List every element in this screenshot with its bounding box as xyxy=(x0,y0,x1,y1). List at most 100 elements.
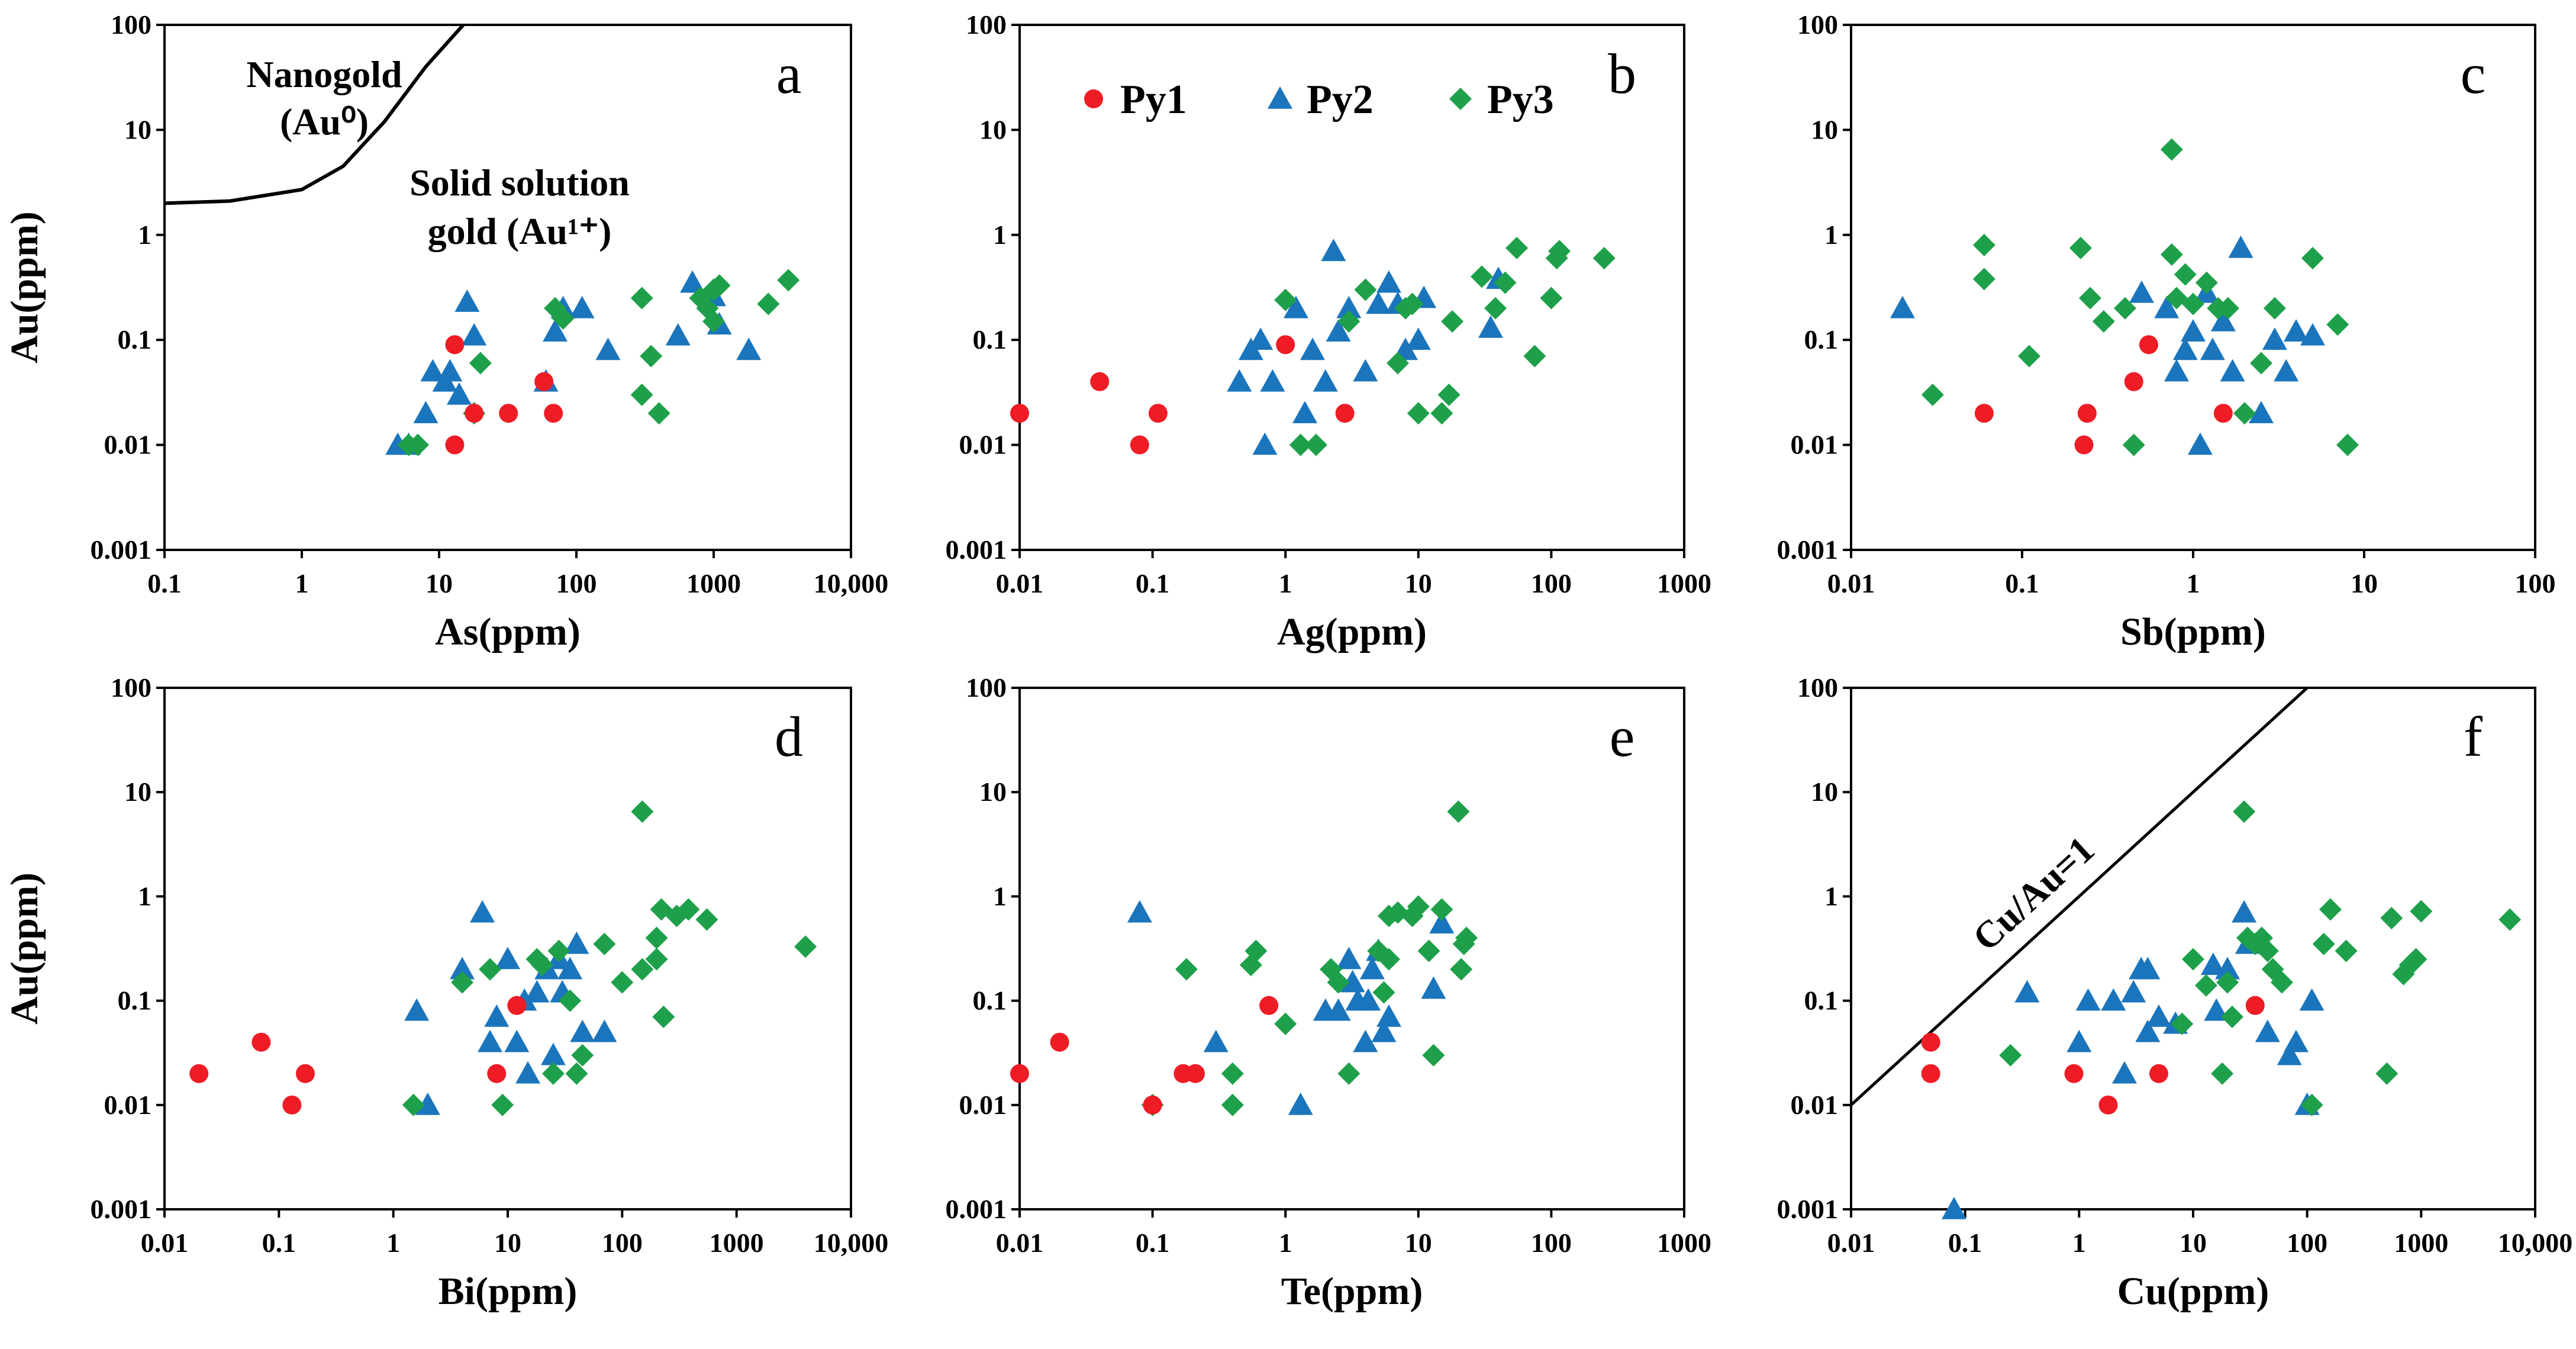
marker-triangle xyxy=(1429,911,1455,933)
marker-diamond xyxy=(2375,1062,2398,1085)
marker-diamond xyxy=(1407,402,1430,425)
panel-e: 0.001 0.01 0.1 1 10 100 0.01 0.1 1 10 100 1000 Te(pp… xyxy=(946,672,1712,1313)
x-tick-label: 0.01 xyxy=(996,568,1044,598)
y-tick-label: 0.01 xyxy=(959,1090,1007,1120)
marker-triangle xyxy=(1203,1029,1229,1052)
marker-circle xyxy=(487,1064,507,1083)
y-tick-label: 0.001 xyxy=(1777,535,1839,565)
marker-diamond xyxy=(2182,948,2204,971)
marker-triangle xyxy=(2214,957,2240,980)
marker-triangle xyxy=(543,319,568,342)
x-tick-label: 100 xyxy=(556,568,597,598)
y-tick-label: 100 xyxy=(1797,672,1838,703)
marker-triangle xyxy=(1421,976,1446,999)
marker-triangle xyxy=(437,359,463,382)
marker-circle xyxy=(2149,1064,2169,1083)
marker-diamond xyxy=(2160,138,2183,161)
marker-triangle xyxy=(2121,980,2146,1003)
marker-circle xyxy=(295,1064,315,1083)
marker-triangle xyxy=(1288,1092,1313,1115)
marker-diamond xyxy=(1327,971,1350,994)
y-tick-label: 1 xyxy=(993,881,1007,911)
marker-diamond xyxy=(559,989,582,1012)
marker-triangle xyxy=(2274,359,2299,382)
marker-triangle xyxy=(1376,270,1401,293)
marker-diamond xyxy=(1274,1012,1297,1035)
x-tick-label: 1000 xyxy=(686,568,741,598)
marker-triangle xyxy=(2075,988,2101,1011)
marker-diamond xyxy=(451,971,474,994)
marker-diamond xyxy=(1422,1044,1445,1067)
marker-diamond xyxy=(565,1062,588,1085)
marker-triangle xyxy=(2187,432,2213,455)
marker-diamond xyxy=(2069,236,2092,259)
marker-diamond xyxy=(1354,278,1377,301)
x-tick-label: 0.01 xyxy=(1827,1228,1875,1258)
x-tick-label: 0.1 xyxy=(1136,1228,1170,1258)
marker-diamond xyxy=(2194,974,2217,997)
x-tick-label: 0.1 xyxy=(147,568,182,598)
marker-diamond xyxy=(777,269,800,292)
marker-triangle xyxy=(564,931,589,954)
marker-triangle xyxy=(2249,401,2274,423)
plot-frame xyxy=(1018,24,1685,551)
marker-triangle xyxy=(524,980,550,1003)
x-tick-label: 0.1 xyxy=(1948,1228,1982,1258)
marker-diamond xyxy=(611,971,634,994)
y-tick-label: 0.1 xyxy=(118,324,152,355)
marker-triangle xyxy=(413,401,439,423)
x-axis-title: Cu(ppm) xyxy=(2117,1270,2269,1313)
marker-triangle xyxy=(2172,337,2198,360)
marker-diamond xyxy=(2300,1093,2323,1116)
marker-triangle xyxy=(1353,1029,1378,1052)
marker-diamond xyxy=(2335,939,2358,962)
series-py3 xyxy=(1921,138,2359,456)
marker-triangle xyxy=(557,957,583,980)
marker-diamond xyxy=(2312,932,2335,955)
x-tick-label: 10 xyxy=(1405,1228,1432,1258)
marker-triangle xyxy=(595,337,621,360)
marker-diamond xyxy=(407,433,430,456)
marker-triangle xyxy=(2200,952,2226,975)
panel-letter: b xyxy=(1608,42,1636,105)
y-axis-title: Au(ppm) xyxy=(3,211,46,363)
marker-diamond xyxy=(1274,288,1297,311)
panel-a: 0.001 0.01 0.1 1 10 100 0.1 1 10 100 1000 10,000 As(… xyxy=(3,9,888,653)
marker-triangle xyxy=(2014,980,2040,1003)
marker-diamond xyxy=(1592,247,1616,270)
marker-triangle xyxy=(415,1092,440,1115)
y-tick-label: 0.1 xyxy=(1804,324,1839,355)
marker-triangle xyxy=(450,957,475,980)
y-tick-label: 100 xyxy=(111,9,151,40)
marker-diamond xyxy=(630,383,653,406)
marker-triangle xyxy=(1353,359,1378,382)
marker-triangle xyxy=(1292,401,1318,423)
series-py1 xyxy=(189,996,527,1115)
y-tick-label: 1 xyxy=(1824,220,1838,250)
marker-circle xyxy=(1185,1064,1205,1083)
panel-letter: e xyxy=(1610,705,1635,768)
y-tick-label: 0.01 xyxy=(1791,1090,1839,1120)
marker-triangle xyxy=(1336,946,1362,970)
marker-triangle xyxy=(2164,359,2189,382)
marker-diamond xyxy=(1999,1044,2022,1067)
marker-diamond xyxy=(1921,383,1944,406)
panel-letter: f xyxy=(2464,705,2482,768)
marker-triangle xyxy=(1300,337,1326,360)
marker-diamond xyxy=(2404,948,2427,971)
marker-diamond xyxy=(2182,292,2204,315)
plot-frame xyxy=(163,24,852,551)
x-tick-label: 1 xyxy=(295,568,309,598)
marker-diamond xyxy=(1304,433,1327,456)
marker-diamond xyxy=(402,1093,425,1116)
marker-triangle xyxy=(736,337,762,360)
marker-diamond xyxy=(2233,402,2256,425)
marker-circle xyxy=(1921,1032,1940,1052)
marker-triangle xyxy=(1478,315,1503,338)
marker-triangle xyxy=(1326,319,1351,342)
marker-diamond xyxy=(757,292,780,315)
series-py3 xyxy=(397,269,800,456)
marker-diamond xyxy=(1447,800,1470,823)
